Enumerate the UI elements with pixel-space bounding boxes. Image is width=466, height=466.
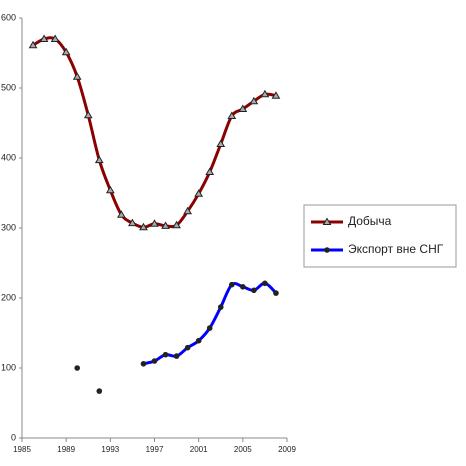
point <box>217 304 224 310</box>
x-tick-label: 1989 <box>57 445 75 454</box>
point <box>39 34 49 42</box>
point <box>139 222 148 231</box>
point <box>194 189 204 197</box>
point <box>206 325 213 331</box>
point <box>128 218 137 227</box>
point <box>249 96 259 105</box>
x-tick-label: 1993 <box>101 445 119 454</box>
y-tick-label: 300 <box>1 222 16 232</box>
point <box>161 221 170 229</box>
point <box>151 358 158 364</box>
point <box>240 284 246 290</box>
point <box>117 210 126 218</box>
legend-marker <box>322 217 332 225</box>
point <box>183 206 192 215</box>
point <box>260 89 270 98</box>
x-tick-label: 2001 <box>190 445 208 454</box>
x-tick-label: 1985 <box>13 445 31 454</box>
point <box>96 388 103 394</box>
y-tick-label: 200 <box>1 292 16 302</box>
point <box>238 104 248 112</box>
point <box>105 185 115 194</box>
point <box>150 219 159 227</box>
point <box>28 40 38 49</box>
point <box>162 351 169 358</box>
x-tick-label: 2005 <box>234 445 252 454</box>
point <box>184 344 191 351</box>
point <box>83 110 93 119</box>
point <box>228 281 235 288</box>
point <box>271 91 281 99</box>
point <box>140 361 147 367</box>
legend-marker <box>324 247 330 253</box>
x-tick-label: 2009 <box>278 445 296 454</box>
point <box>61 47 71 56</box>
point <box>74 365 81 371</box>
legend-label: Добыча <box>348 214 392 228</box>
point <box>205 167 215 175</box>
point <box>173 353 180 359</box>
y-tick-label: 0 <box>11 432 16 442</box>
point <box>251 287 257 294</box>
point <box>262 280 268 287</box>
x-tick-label: 1997 <box>146 445 164 454</box>
y-tick-label: 500 <box>1 82 16 92</box>
y-tick-label: 400 <box>1 152 16 162</box>
point <box>72 72 82 80</box>
point <box>94 155 104 164</box>
y-tick-label: 100 <box>1 362 16 372</box>
point <box>227 111 237 119</box>
point <box>216 139 226 147</box>
legend-label: Экспорт вне СНГ <box>348 242 444 256</box>
y-tick-label: 600 <box>1 12 16 22</box>
point <box>172 220 181 229</box>
legend-box <box>303 204 457 268</box>
point <box>273 290 279 296</box>
point <box>195 337 202 344</box>
point <box>50 34 60 42</box>
